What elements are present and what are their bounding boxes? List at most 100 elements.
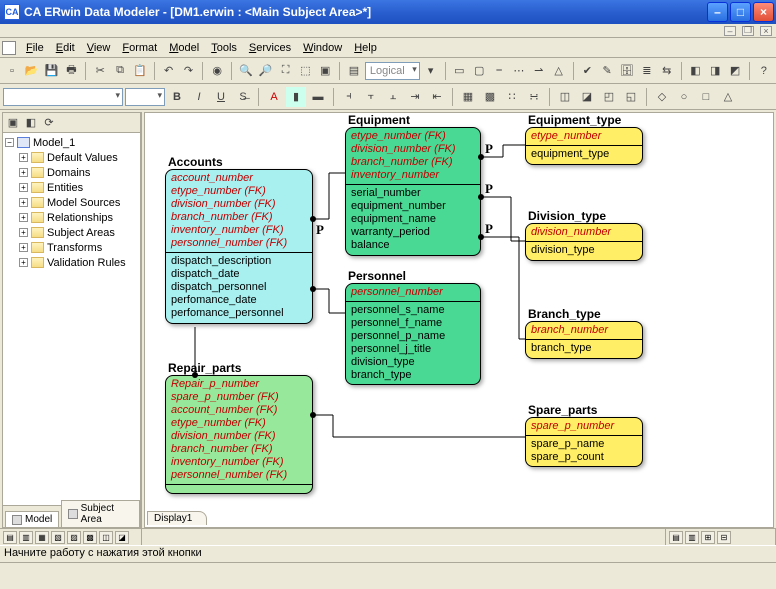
snap-button[interactable]: ∷ (502, 87, 522, 107)
layer3-button[interactable]: ◰ (599, 87, 619, 107)
copy-button[interactable]: ⧉ (111, 61, 129, 81)
dropdown-icon[interactable]: ▾ (422, 61, 440, 81)
bb11[interactable]: ⊞ (701, 531, 715, 544)
collapse-icon[interactable]: − (5, 138, 14, 147)
layer-button[interactable]: ◫ (555, 87, 575, 107)
bold-button[interactable]: B (167, 87, 187, 107)
mdi-minimize-button[interactable]: – (724, 26, 736, 36)
expand-icon[interactable]: + (19, 153, 28, 162)
entity-spare_parts[interactable]: Spare_partsspare_p_numberspare_p_namespa… (525, 417, 643, 467)
explorer-btn1[interactable]: ▣ (5, 115, 21, 131)
snap2-button[interactable]: ∺ (524, 87, 544, 107)
subtype-tool[interactable]: △ (550, 61, 568, 81)
menu-model[interactable]: Model (163, 40, 205, 56)
shape3-button[interactable]: □ (696, 87, 716, 107)
menu-tools[interactable]: Tools (205, 40, 243, 56)
entity-division_type[interactable]: Division_typedivision_numberdivision_typ… (525, 223, 643, 261)
expand-icon[interactable]: + (19, 228, 28, 237)
bb3[interactable]: ▦ (35, 531, 49, 544)
diagram-canvas[interactable]: Accountsaccount_numberetype_number (FK)d… (144, 112, 774, 528)
zoom-fit-button[interactable]: ⛶ (277, 61, 295, 81)
minimize-button[interactable]: – (707, 2, 728, 22)
entity-branch_type[interactable]: Branch_typebranch_numberbranch_type (525, 321, 643, 359)
compare-button[interactable]: ⇆ (658, 61, 676, 81)
bb7[interactable]: ◫ (99, 531, 113, 544)
menu-window[interactable]: Window (297, 40, 348, 56)
display-tab[interactable]: Display1 (147, 511, 207, 525)
menu-help[interactable]: Help (348, 40, 383, 56)
check-button[interactable]: ✔ (578, 61, 596, 81)
entity-accounts[interactable]: Accountsaccount_numberetype_number (FK)d… (165, 169, 313, 324)
tree-node-validation-rules[interactable]: +Validation Rules (19, 255, 140, 270)
bb8[interactable]: ◪ (115, 531, 129, 544)
bb6[interactable]: ▩ (83, 531, 97, 544)
tree-node-relationships[interactable]: +Relationships (19, 210, 140, 225)
shape1-button[interactable]: ◇ (652, 87, 672, 107)
tree-node-domains[interactable]: +Domains (19, 165, 140, 180)
entity-personnel[interactable]: Personnelpersonnel_numberpersonnel_s_nam… (345, 283, 481, 385)
explorer-btn2[interactable]: ◧ (23, 115, 39, 131)
shape2-button[interactable]: ○ (674, 87, 694, 107)
align-button[interactable]: ⫞ (339, 87, 359, 107)
bb1[interactable]: ▤ (3, 531, 17, 544)
zoom-100-button[interactable]: ⬚ (296, 61, 314, 81)
model-level-combo[interactable]: Logical (365, 62, 420, 80)
expand-icon[interactable]: + (19, 258, 28, 267)
distribute-v-button[interactable]: ⇤ (427, 87, 447, 107)
entity-equipment_type[interactable]: Equipment_typeetype_numberequipment_type (525, 127, 643, 165)
strike-button[interactable]: S̶ (233, 87, 253, 107)
tab-model[interactable]: Model (5, 511, 59, 527)
new-button[interactable]: ▫ (3, 61, 21, 81)
entity-equipment[interactable]: Equipmentetype_number (FK)division_numbe… (345, 127, 481, 256)
open-button[interactable]: 📂 (23, 61, 41, 81)
menu-edit[interactable]: Edit (50, 40, 81, 56)
print-button[interactable]: 🖶 (63, 61, 81, 81)
size-combo[interactable] (125, 88, 165, 106)
shape4-button[interactable]: △ (718, 87, 738, 107)
text-color-button[interactable]: A (264, 87, 284, 107)
layer4-button[interactable]: ◱ (621, 87, 641, 107)
misc1-button[interactable]: ◧ (686, 61, 704, 81)
expand-icon[interactable]: + (19, 198, 28, 207)
tab-subject-area[interactable]: Subject Area (61, 500, 140, 527)
select-tool[interactable]: ▭ (450, 61, 468, 81)
tree-node-transforms[interactable]: +Transforms (19, 240, 140, 255)
tree-node-model-sources[interactable]: +Model Sources (19, 195, 140, 210)
bb12[interactable]: ⊟ (717, 531, 731, 544)
explorer-btn3[interactable]: ⟳ (41, 115, 57, 131)
db-button[interactable]: 🗄 (618, 61, 636, 81)
tree-node-default-values[interactable]: +Default Values (19, 150, 140, 165)
menu-file[interactable]: File (20, 40, 50, 56)
distribute-h-button[interactable]: ⇥ (405, 87, 425, 107)
expand-icon[interactable]: + (19, 243, 28, 252)
many-rel-tool[interactable]: ⇀ (530, 61, 548, 81)
misc3-button[interactable]: ◩ (726, 61, 744, 81)
bb9[interactable]: ▤ (669, 531, 683, 544)
mdi-restore-button[interactable]: ❐ (742, 26, 754, 36)
model-tree[interactable]: − Model_1 +Default Values+Domains+Entiti… (3, 133, 140, 505)
misc2-button[interactable]: ◨ (706, 61, 724, 81)
script-button[interactable]: ≣ (638, 61, 656, 81)
redo-button[interactable]: ↷ (180, 61, 198, 81)
mdi-close-button[interactable]: × (760, 26, 772, 36)
nonident-rel-tool[interactable]: ⋯ (510, 61, 528, 81)
bb10[interactable]: ▥ (685, 531, 699, 544)
zoom-sel-button[interactable]: ▣ (316, 61, 334, 81)
group-button[interactable]: ▦ (458, 87, 478, 107)
italic-button[interactable]: I (189, 87, 209, 107)
tree-node-subject-areas[interactable]: +Subject Areas (19, 225, 140, 240)
tree-node-entities[interactable]: +Entities (19, 180, 140, 195)
tree-root[interactable]: − Model_1 (5, 135, 140, 150)
menu-services[interactable]: Services (243, 40, 297, 56)
cut-button[interactable]: ✂ (91, 61, 109, 81)
font-combo[interactable] (3, 88, 123, 106)
bb5[interactable]: ▨ (67, 531, 81, 544)
zoom-out-button[interactable]: 🔎 (257, 61, 275, 81)
fill-color-button[interactable]: ▮ (286, 87, 306, 107)
paste-button[interactable]: 📋 (131, 61, 149, 81)
expand-icon[interactable]: + (19, 168, 28, 177)
display-button[interactable]: ▤ (345, 61, 363, 81)
save-button[interactable]: 💾 (43, 61, 61, 81)
align3-button[interactable]: ⫠ (383, 87, 403, 107)
align2-button[interactable]: ⫟ (361, 87, 381, 107)
